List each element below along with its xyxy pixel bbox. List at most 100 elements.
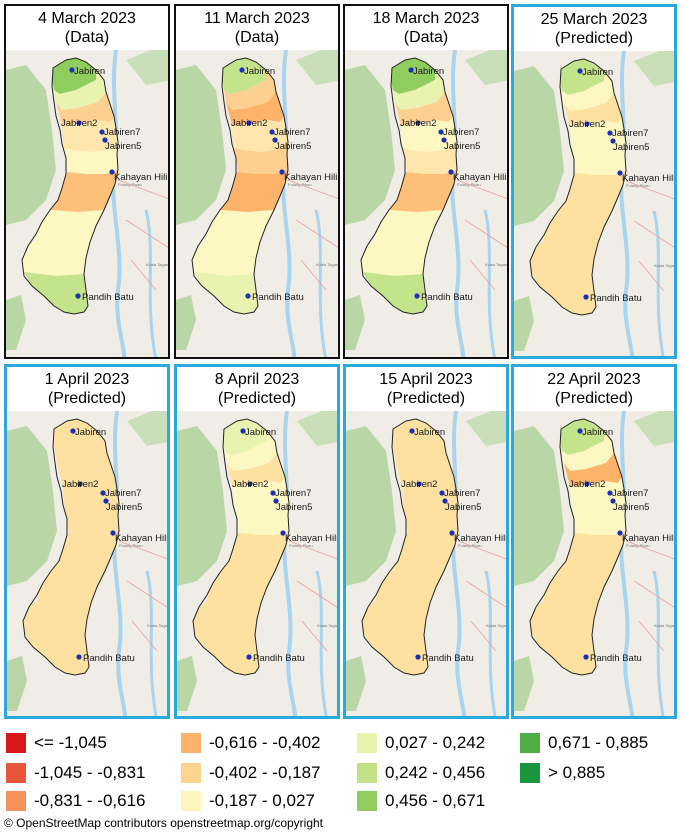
map-panel: 22 April 2023 (Predicted) Pulang Pisau Kual… xyxy=(511,364,677,719)
station-label: Pandih Batu xyxy=(590,293,642,304)
basemap-label: Pulang Pisau xyxy=(626,183,650,188)
station-label: Kahayan Hilir xyxy=(114,172,170,183)
forest-area xyxy=(514,66,564,226)
river xyxy=(619,411,635,716)
station-label: Jabiren5 xyxy=(276,502,312,513)
station-label: Jabiren xyxy=(413,66,444,77)
value-zone xyxy=(572,143,626,175)
station-label: Jabiren2 xyxy=(232,479,268,490)
station-marker xyxy=(102,137,108,143)
station-label: Jabiren2 xyxy=(569,479,605,490)
river xyxy=(652,570,665,716)
value-zone xyxy=(362,601,430,637)
station-marker xyxy=(270,490,276,496)
station-label: Pandih Batu xyxy=(422,653,474,664)
station-label: Kahayan Hilir xyxy=(285,533,340,544)
legend-swatch xyxy=(6,733,26,753)
station-marker xyxy=(246,120,252,126)
study-area-boundary xyxy=(22,418,120,676)
forest-area xyxy=(346,426,396,586)
station-marker xyxy=(76,654,82,660)
value-zone xyxy=(562,71,614,111)
forest-area xyxy=(465,50,507,85)
legend-swatch xyxy=(181,733,201,753)
station-label: Jabiren xyxy=(582,67,613,78)
study-area-boundary xyxy=(361,418,459,676)
station-marker xyxy=(77,481,83,487)
station-label: Jabiren5 xyxy=(445,502,481,513)
forest-area xyxy=(126,50,168,85)
value-zone xyxy=(226,92,284,126)
legend-item: 0,242 - 0,456 xyxy=(357,761,485,785)
river xyxy=(282,411,298,716)
road xyxy=(287,179,338,291)
value-zone xyxy=(36,210,104,246)
station-label: Jabiren5 xyxy=(613,502,649,513)
legend-swatch xyxy=(6,763,26,783)
road xyxy=(456,179,507,291)
map-panel: 25 March 2023 (Predicted) Pulang Pisau Kual… xyxy=(511,4,677,359)
forest-area xyxy=(345,295,365,350)
station-label: Jabiren xyxy=(582,427,613,438)
panel-title: 8 April 2023 (Predicted) xyxy=(177,370,337,408)
panel-title: 18 March 2023 (Data) xyxy=(345,9,507,47)
station-marker xyxy=(583,294,589,300)
station-marker xyxy=(607,130,613,136)
legend-label: 0,027 - 0,242 xyxy=(385,733,486,752)
panel-date: 8 April 2023 xyxy=(214,371,300,388)
value-zone xyxy=(64,142,118,174)
river xyxy=(314,209,327,357)
station-marker xyxy=(415,654,421,660)
map-panel: 11 March 2023 (Data) Pulang Pisau Kuala Tag… xyxy=(174,4,340,359)
legend-item: 0,027 - 0,242 xyxy=(357,731,485,755)
station-label: Kahayan Hilir xyxy=(115,533,170,544)
value-zone xyxy=(560,419,604,455)
value-zone xyxy=(234,142,288,174)
value-zone xyxy=(233,477,289,513)
map-panel: 8 April 2023 (Predicted) Pulang Pisau Kuala… xyxy=(174,364,340,719)
basemap-label: Kuala Tagan xyxy=(317,623,339,628)
value-zone xyxy=(363,272,427,314)
basemap-label: Pulang Pisau xyxy=(119,543,143,548)
basemap-label: Pulang Pisau xyxy=(457,182,481,187)
map-panel: 15 April 2023 (Predicted) Pulang Pisau Kual… xyxy=(343,364,509,719)
value-zone xyxy=(194,272,258,314)
panel-title: 25 March 2023 (Predicted) xyxy=(514,10,674,48)
value-zone xyxy=(532,633,596,675)
basemap-label: Kuala Tagan xyxy=(316,262,338,267)
value-zone xyxy=(227,453,285,487)
station-label: Jabiren2 xyxy=(569,119,605,130)
station-marker xyxy=(239,67,245,73)
road xyxy=(625,540,674,652)
value-zone xyxy=(65,503,119,535)
legend-swatch xyxy=(357,791,377,811)
station-label: Kahayan Hilir xyxy=(622,173,677,184)
station-marker xyxy=(448,169,454,175)
station-label: Jabiren7 xyxy=(612,128,648,139)
panel-kind: (Data) xyxy=(403,29,449,46)
station-label: Pandih Batu xyxy=(421,292,473,303)
value-zone xyxy=(393,70,445,110)
station-label: Kahayan Hilir xyxy=(454,533,509,544)
value-zone xyxy=(570,117,626,153)
station-label: Jabiren7 xyxy=(612,488,648,499)
panel-kind: (Predicted) xyxy=(554,30,634,47)
station-marker xyxy=(75,293,81,299)
station-label: Jabiren xyxy=(74,66,105,77)
panel-date: 22 April 2023 xyxy=(547,371,641,388)
basemap: Pulang Pisau Kuala Tagan Jabiren Jabiren2 Ja… xyxy=(7,411,170,716)
value-zone xyxy=(224,70,276,110)
map-panel: 1 April 2023 (Predicted) Pulang Pisau Kuala… xyxy=(4,364,170,719)
legend-item: -0,616 - -0,402 xyxy=(181,731,321,755)
value-zone xyxy=(564,93,622,127)
basemap: Pulang Pisau Kuala Tagan Jabiren Jabiren2 Ja… xyxy=(345,50,507,357)
value-zone xyxy=(544,211,612,247)
legend-swatch xyxy=(357,733,377,753)
basemap-label: Kuala Tagan xyxy=(486,623,508,628)
value-zone xyxy=(23,601,91,637)
station-marker xyxy=(414,293,420,299)
station-marker xyxy=(272,137,278,143)
station-label: Jabiren2 xyxy=(400,118,436,129)
river xyxy=(652,210,665,356)
station-marker xyxy=(577,428,583,434)
